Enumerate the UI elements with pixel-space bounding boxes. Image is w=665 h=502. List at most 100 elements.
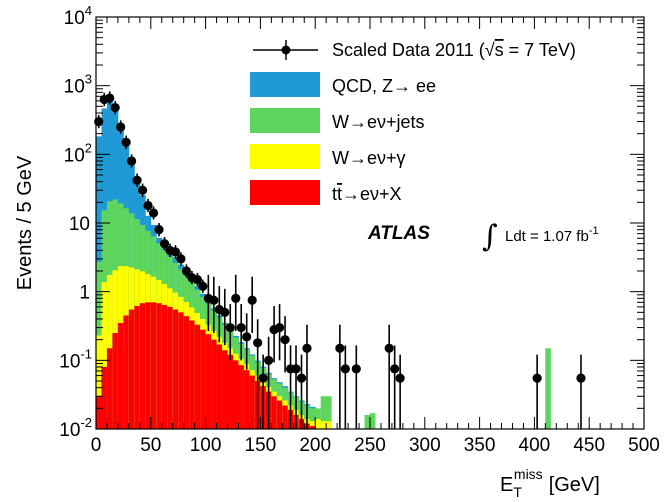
data-point-5 [121, 137, 131, 147]
x-axis-title-main: E [500, 474, 513, 496]
legend-item-wgamma: W→eν+γ [250, 144, 406, 169]
bar-ttbar-22 [216, 344, 223, 429]
legend-item-qcd: QCD, Z→ ee [250, 72, 436, 97]
y-tick-base-0: 10 [59, 420, 80, 441]
y-tick-exp-4: 2 [85, 140, 92, 155]
bar-ttbar-9 [145, 302, 152, 429]
data-point-15 [176, 254, 186, 264]
data-point-39 [335, 343, 345, 353]
y-axis-title: Events / 5 GeV [14, 155, 36, 290]
bar-ttbar-27 [243, 370, 250, 429]
data-point-33 [274, 322, 285, 333]
bar-ttbar-18 [194, 324, 201, 429]
legend-swatch-wjets [250, 108, 320, 133]
y-tick-label-2: 1 [79, 283, 90, 304]
legend-swatch-qcd [250, 72, 320, 97]
legend-data-label-s: s [495, 40, 504, 60]
data-point-18 [192, 274, 202, 285]
legend-item-wjets: W→eν+jets [250, 108, 425, 133]
legend-ttbar-label: tt→eν+X [332, 184, 402, 204]
data-point-9 [143, 200, 153, 211]
data-point-37 [296, 373, 307, 383]
x-tick-label-7: 350 [464, 435, 496, 456]
data-point-2 [105, 93, 115, 103]
bar-ttbar-1 [101, 366, 108, 429]
x-tick-label-4: 200 [299, 435, 331, 456]
legend-data-label: Scaled Data 2011 (√s = 7 TeV) [332, 40, 576, 60]
bar-ttbar-10 [150, 302, 157, 429]
bar-tail-wjets-1 [320, 396, 332, 429]
y-tick-base-4: 10 [64, 145, 85, 166]
data-point-28 [247, 295, 257, 305]
bar-ttbar-20 [205, 334, 212, 429]
data-point-3 [110, 102, 120, 113]
legend-swatch-wgamma [250, 144, 320, 169]
bar-ttbar-3 [112, 333, 119, 429]
data-point-6 [127, 156, 137, 166]
legend-data-label-prefix: Scaled Data 2011 ( [332, 40, 485, 60]
bar-ttbar-12 [161, 304, 168, 429]
bar-ttbar-34 [282, 405, 289, 429]
bar-tail-wgamma-0 [315, 418, 321, 429]
y-tick-label-5: 103 [64, 72, 92, 98]
data-point-10 [148, 208, 159, 218]
bar-ttbar-15 [178, 312, 185, 429]
x-axis-title-sub: T [513, 484, 522, 500]
data-point-26 [236, 322, 246, 333]
data-point-45 [532, 373, 542, 383]
bar-ttbar-16 [183, 316, 190, 429]
y-tick-label-4: 102 [64, 140, 92, 166]
data-point-27 [242, 332, 252, 342]
y-tick-base-2: 1 [79, 283, 90, 304]
data-point-12 [159, 239, 170, 249]
legend-wgamma-label: W→eν+γ [332, 148, 406, 168]
x-axis-title-unit: [GeV] [549, 474, 600, 496]
y-tick-base-3: 10 [69, 214, 90, 235]
legend: Scaled Data 2011 (√s = 7 TeV) QCD, Z→ ee… [250, 40, 576, 205]
bar-tail-wjets-2 [364, 414, 370, 429]
bar-ttbar-6 [128, 309, 135, 429]
y-tick-exp-6: 4 [85, 3, 92, 18]
data-point-16 [181, 266, 192, 276]
y-tick-exp-0: -2 [80, 415, 92, 430]
bar-wjets-39 [309, 408, 316, 429]
bar-ttbar-33 [276, 400, 283, 429]
y-tick-label-0: 10-2 [59, 415, 92, 441]
data-point-21 [209, 295, 219, 305]
bar-ttbar-39 [309, 426, 316, 429]
bar-wgamma-0 [96, 335, 102, 429]
x-tick-label-8: 400 [519, 435, 551, 456]
legend-data-label-sqrt: √ [485, 40, 495, 60]
x-tick-label-0: 0 [91, 435, 102, 456]
data-point-41 [351, 364, 361, 374]
legend-qcd-label: QCD, Z→ ee [332, 76, 436, 96]
legend-ttbar-tbar: t [337, 184, 342, 204]
stacked-histogram [96, 99, 551, 430]
data-point-29 [253, 338, 263, 348]
data-point-31 [264, 355, 274, 365]
data-point-38 [302, 343, 312, 353]
bar-ttbar-5 [123, 315, 130, 429]
bar-ttbar-25 [233, 360, 239, 429]
bar-wgamma-39 [309, 421, 316, 429]
legend-swatch-ttbar [250, 180, 320, 205]
lumi-integral: ∫ [482, 219, 498, 254]
bar-ttbar-17 [189, 320, 196, 429]
bar-ttbar-14 [172, 309, 179, 429]
x-tick-label-9: 450 [573, 435, 605, 456]
x-tick-label-3: 150 [245, 435, 277, 456]
legend-data-marker [281, 45, 291, 55]
data-point-11 [154, 225, 164, 235]
data-point-24 [225, 322, 235, 333]
data-point-19 [198, 281, 208, 291]
bar-wgamma-1 [101, 282, 108, 429]
y-tick-label-1: 10-1 [59, 346, 92, 372]
bar-ttbar-13 [167, 306, 174, 429]
data-point-42 [384, 343, 394, 353]
x-tick-label-5: 250 [354, 435, 386, 456]
y-tick-exp-5: 3 [85, 72, 92, 87]
legend-ttbar-rest: →eν+X [342, 184, 402, 204]
bar-ttbar-28 [249, 375, 256, 429]
y-tick-base-6: 10 [64, 8, 85, 29]
